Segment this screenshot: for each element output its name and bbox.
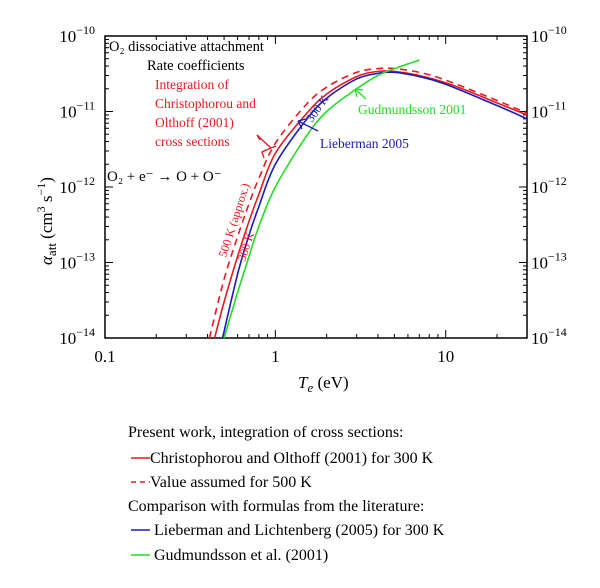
- annotation-arrows: [256, 88, 367, 159]
- y-tick-label: 10−12: [59, 174, 95, 197]
- y-tick-label-right: 10−10: [531, 23, 567, 46]
- x-tick-label: 10: [437, 347, 454, 366]
- arrow-green-icon: [354, 88, 367, 100]
- series-line-0: [213, 69, 528, 339]
- y-tick-label: 10−13: [59, 250, 95, 273]
- annotation-line: cross sections: [155, 134, 230, 149]
- series-line-1: [208, 67, 528, 339]
- annotation-reaction: O₂ + e⁻ → O + O⁻: [107, 169, 222, 185]
- annotation-gudmundsson: Gudmundsson 2001: [358, 102, 466, 117]
- annotation-title: O₂ dissociative attachment: [109, 39, 264, 55]
- annotation-red-300k: 300 K: [235, 230, 258, 263]
- y-tick-label-right: 10−12: [531, 174, 567, 197]
- y-tick-label-right: 10−14: [531, 325, 567, 348]
- legend-entry: Gudmundsson et al. (2001): [150, 547, 328, 564]
- series-group: [208, 59, 528, 339]
- annotation-integration: Integration of Christophorou and Olthoff…: [155, 77, 256, 149]
- annotation-lieberman: Lieberman 2005: [320, 136, 409, 151]
- legend-entry: Lieberman and Lichtenberg (2005) for 300…: [150, 522, 445, 539]
- series-line-2: [221, 71, 528, 339]
- annotation-subtitle: Rate coefficients: [147, 58, 245, 74]
- legend-heading-1: Present work, integration of cross secti…: [128, 424, 404, 441]
- arrow-blue-icon: [297, 118, 319, 132]
- x-tick-label: 1: [271, 347, 280, 366]
- legend-entry: Christophorou and Olthoff (2001) for 300…: [150, 450, 434, 467]
- y-tick-label: 10−11: [60, 99, 95, 122]
- arrow-red-icon: [256, 134, 277, 159]
- axis-ticks: [104, 35, 528, 339]
- y-tick-label: 10−10: [59, 23, 95, 46]
- legend-entry: Value assumed for 500 K: [150, 474, 312, 491]
- x-axis-label: Te (eV): [298, 373, 349, 395]
- legend: Present work, integration of cross secti…: [128, 424, 445, 564]
- y-axis-label: αatt (cm3 s−1): [34, 177, 59, 265]
- y-tick-label-right: 10−13: [531, 250, 567, 273]
- annotation-line: Christophorou and: [155, 96, 256, 111]
- annotation-line: Integration of: [155, 77, 229, 92]
- x-tick-label: 0.1: [94, 347, 115, 366]
- tick-labels: 0.1 1 10 10−10 10−10 10−11 10−11 10−12 10−12 10−1…: [59, 23, 567, 366]
- annotation-line: Olthoff (2001): [155, 115, 234, 130]
- y-tick-label-right: 10−11: [531, 99, 566, 122]
- legend-heading-2: Comparison with formulas from the litera…: [128, 498, 424, 515]
- y-tick-label: 10−14: [59, 325, 95, 348]
- series-line-3: [223, 59, 420, 339]
